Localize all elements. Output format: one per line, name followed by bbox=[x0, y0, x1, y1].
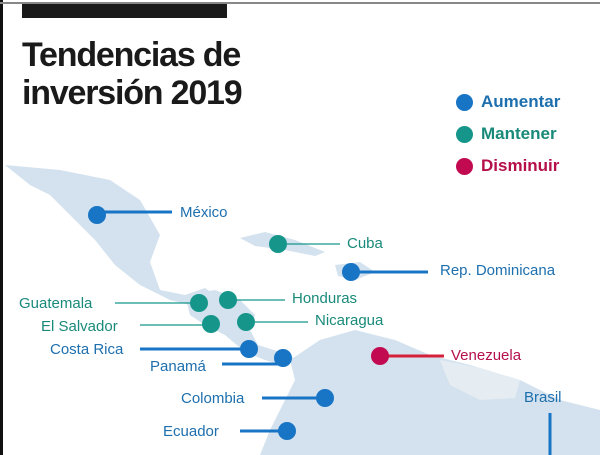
label-rep-dominicana: Rep. Dominicana bbox=[440, 262, 556, 279]
title-line-2: inversión 2019 bbox=[22, 74, 243, 112]
title-line-1: Tendencias de bbox=[22, 36, 241, 74]
blue-dot-icon bbox=[456, 93, 473, 111]
label-cuba: Cuba bbox=[347, 235, 383, 252]
label-mexico: México bbox=[180, 204, 228, 221]
label-venezuela: Venezuela bbox=[451, 347, 522, 364]
label-honduras: Honduras bbox=[292, 290, 358, 307]
mexico-shape bbox=[5, 165, 215, 305]
label-costa-rica: Costa Rica bbox=[50, 341, 124, 358]
label-panama: Panamá bbox=[150, 358, 206, 375]
legend-item-disminuir: Disminuir bbox=[456, 150, 560, 182]
label-brasil: Brasil bbox=[524, 389, 562, 406]
marker-colombia bbox=[316, 389, 334, 407]
label-guatemala: Guatemala bbox=[19, 295, 93, 312]
label-ecuador: Ecuador bbox=[163, 423, 219, 440]
label-nicaragua: Nicaragua bbox=[315, 312, 384, 329]
top-rule bbox=[0, 2, 600, 4]
red-dot-icon bbox=[456, 157, 473, 175]
legend-label: Disminuir bbox=[481, 156, 560, 175]
label-el-salvador: El Salvador bbox=[41, 318, 118, 335]
marker-nicaragua bbox=[237, 313, 255, 331]
marker-costa-rica bbox=[240, 340, 258, 358]
marker-el-salvador bbox=[202, 315, 220, 333]
label-colombia: Colombia bbox=[181, 390, 245, 407]
legend-label: Mantener bbox=[481, 124, 557, 143]
header-bar bbox=[22, 4, 227, 18]
guianas-shape bbox=[440, 360, 520, 400]
marker-rep-dominicana bbox=[342, 263, 360, 281]
marker-mexico bbox=[88, 206, 106, 224]
marker-honduras bbox=[219, 291, 237, 309]
marker-cuba bbox=[269, 235, 287, 253]
legend-label: Aumentar bbox=[481, 92, 561, 111]
marker-guatemala bbox=[190, 294, 208, 312]
map-title: Tendencias de inversión 2019 bbox=[22, 36, 243, 112]
marker-ecuador bbox=[278, 422, 296, 440]
legend: Aumentar Mantener Disminuir bbox=[456, 86, 560, 182]
legend-item-mantener: Mantener bbox=[456, 118, 560, 150]
teal-dot-icon bbox=[456, 125, 473, 143]
south-america-shape bbox=[260, 330, 600, 455]
frame-edge bbox=[0, 0, 3, 455]
marker-panama bbox=[274, 349, 292, 367]
legend-item-aumentar: Aumentar bbox=[456, 86, 560, 118]
marker-venezuela bbox=[371, 347, 389, 365]
